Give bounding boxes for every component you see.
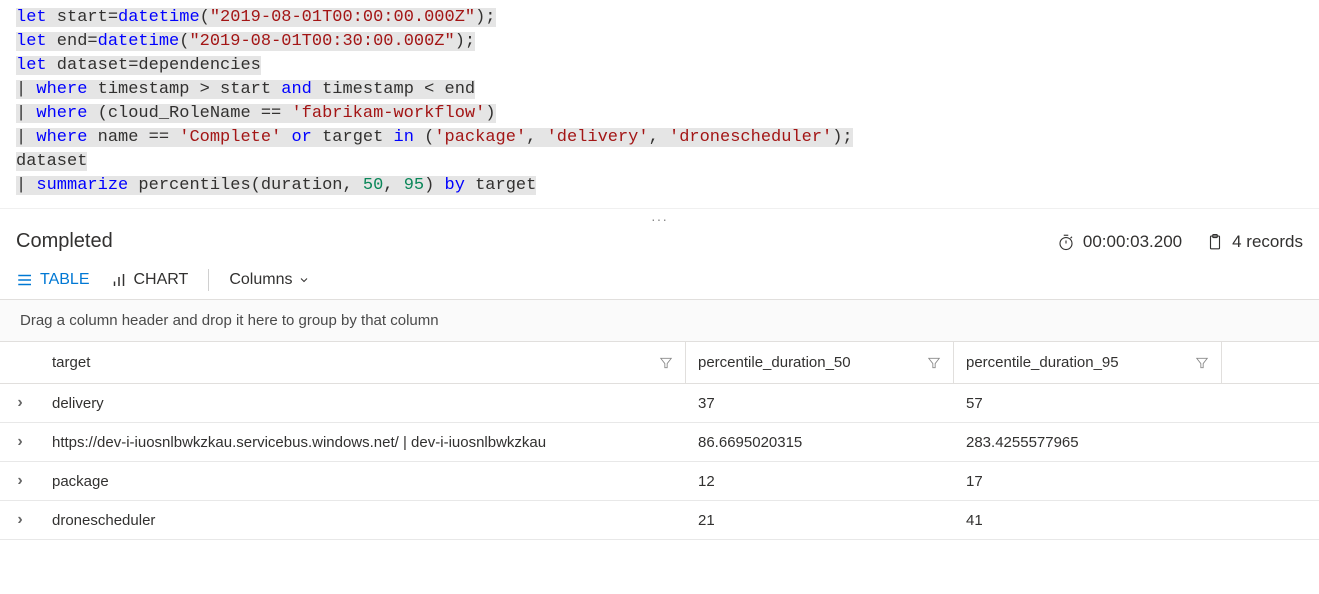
- divider: [208, 269, 209, 291]
- column-label: percentile_duration_50: [698, 354, 851, 371]
- filter-icon[interactable]: [1195, 356, 1209, 370]
- query-status: Completed: [16, 230, 113, 253]
- table-row[interactable]: › dronescheduler2141: [0, 501, 1319, 540]
- cell-target: https://dev-i-iuosnlbwkzkau.servicebus.w…: [40, 424, 686, 461]
- code-line: let end=datetime("2019-08-01T00:30:00.00…: [16, 30, 1303, 54]
- column-header-p50[interactable]: percentile_duration_50: [686, 342, 954, 383]
- cell-p50: 21: [686, 502, 954, 539]
- expand-header: [0, 342, 40, 383]
- code-line: dataset: [16, 150, 1303, 174]
- chevron-right-icon: ›: [17, 394, 22, 412]
- status-bar: Completed 00:00:03.200 4 records: [0, 228, 1319, 265]
- cell-p95: 41: [954, 502, 1222, 539]
- chart-icon: [110, 271, 128, 289]
- expand-row-button[interactable]: ›: [0, 423, 40, 461]
- duration-status: 00:00:03.200: [1057, 232, 1182, 252]
- cell-target: dronescheduler: [40, 502, 686, 539]
- table-tab-label: TABLE: [40, 271, 90, 289]
- table-row[interactable]: › package1217: [0, 462, 1319, 501]
- cell-p95: 17: [954, 463, 1222, 500]
- cell-p50: 12: [686, 463, 954, 500]
- records-status: 4 records: [1206, 232, 1303, 252]
- chevron-down-icon: [298, 274, 310, 286]
- expand-row-button[interactable]: ›: [0, 384, 40, 422]
- column-label: target: [52, 354, 90, 371]
- resize-handle[interactable]: ···: [0, 208, 1319, 228]
- stopwatch-icon: [1057, 233, 1075, 251]
- column-label: percentile_duration_95: [966, 354, 1119, 371]
- code-line: | summarize percentiles(duration, 50, 95…: [16, 174, 1303, 198]
- expand-row-button[interactable]: ›: [0, 501, 40, 539]
- cell-p95: 283.4255577965: [954, 424, 1222, 461]
- cell-p50: 37: [686, 385, 954, 422]
- chevron-right-icon: ›: [17, 511, 22, 529]
- chevron-right-icon: ›: [17, 472, 22, 490]
- code-line: | where timestamp > start and timestamp …: [16, 78, 1303, 102]
- records-value: 4 records: [1232, 232, 1303, 252]
- code-line: let start=datetime("2019-08-01T00:00:00.…: [16, 6, 1303, 30]
- chart-tab-label: CHART: [134, 271, 189, 289]
- expand-row-button[interactable]: ›: [0, 462, 40, 500]
- cell-target: delivery: [40, 385, 686, 422]
- chart-tab[interactable]: CHART: [110, 271, 189, 289]
- clipboard-icon: [1206, 233, 1224, 251]
- cell-p50: 86.6695020315: [686, 424, 954, 461]
- column-spacer: [1222, 342, 1319, 383]
- duration-value: 00:00:03.200: [1083, 232, 1182, 252]
- code-line: | where (cloud_RoleName == 'fabrikam-wor…: [16, 102, 1303, 126]
- table-icon: [16, 271, 34, 289]
- filter-icon[interactable]: [659, 356, 673, 370]
- filter-icon[interactable]: [927, 356, 941, 370]
- code-line: | where name == 'Complete' or target in …: [16, 126, 1303, 150]
- table-tab[interactable]: TABLE: [16, 271, 90, 289]
- columns-button[interactable]: Columns: [229, 271, 310, 289]
- columns-label: Columns: [229, 271, 292, 289]
- column-header-target[interactable]: target: [40, 342, 686, 383]
- table-row[interactable]: › https://dev-i-iuosnlbwkzkau.servicebus.…: [0, 423, 1319, 462]
- column-header-p95[interactable]: percentile_duration_95: [954, 342, 1222, 383]
- chevron-right-icon: ›: [17, 433, 22, 451]
- table-row[interactable]: › delivery3757: [0, 384, 1319, 423]
- results-toolbar: TABLE CHART Columns: [0, 265, 1319, 300]
- table-header-row: target percentile_duration_50 percentile…: [0, 342, 1319, 384]
- group-by-hint[interactable]: Drag a column header and drop it here to…: [0, 300, 1319, 342]
- query-editor[interactable]: let start=datetime("2019-08-01T00:00:00.…: [0, 0, 1319, 208]
- cell-p95: 57: [954, 385, 1222, 422]
- results-table: target percentile_duration_50 percentile…: [0, 342, 1319, 540]
- code-line: let dataset=dependencies: [16, 54, 1303, 78]
- cell-target: package: [40, 463, 686, 500]
